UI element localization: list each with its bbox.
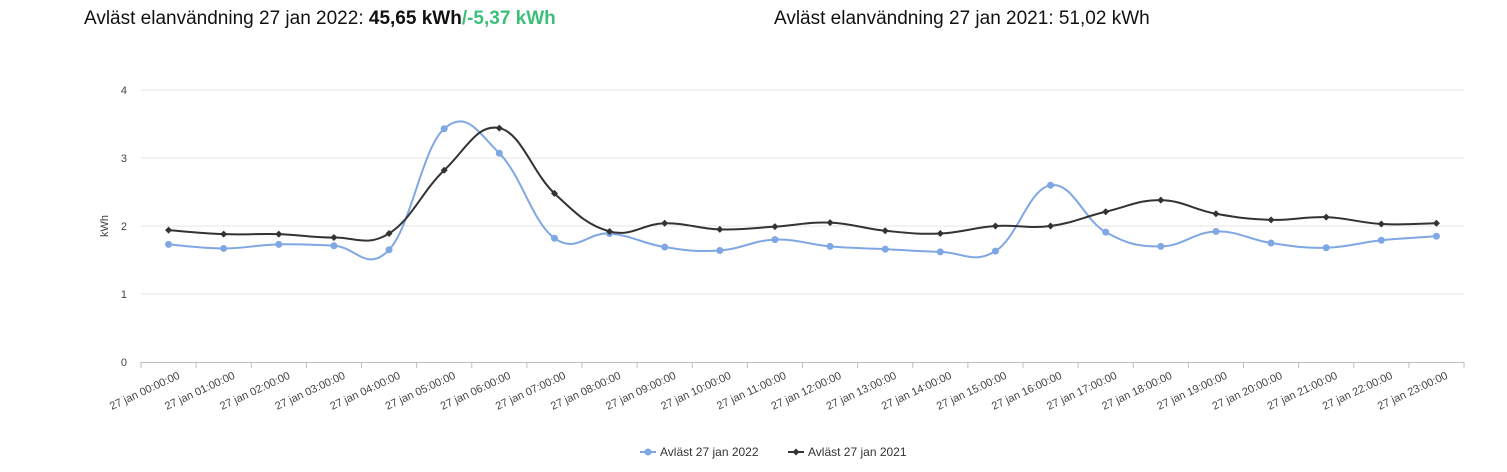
series-line [168,126,1437,242]
data-point [1322,244,1330,252]
data-point [1212,227,1220,235]
legend-item-2022[interactable]: Avläst 27 jan 2022 [640,445,759,459]
data-point [385,229,393,237]
data-point [661,243,669,251]
data-point [165,226,173,234]
data-point [936,229,944,237]
data-point [1377,236,1385,244]
data-point [1102,208,1110,216]
data-point [220,244,228,252]
data-point [440,166,448,174]
data-point [771,236,779,244]
summary-2022-diff: /-5,37 kWh [461,8,556,29]
series [165,120,1440,261]
y-tick-label: 4 [121,85,127,97]
data-point [991,247,999,255]
data-point [1212,210,1220,218]
data-point [716,225,724,233]
data-point [1432,232,1440,240]
data-point [716,246,724,254]
summary-2022: Avläst elanvändning 27 jan 2022: 45,65 k… [84,8,556,30]
data-point [1047,222,1055,230]
data-point [440,125,448,133]
header: Avläst elanvändning 27 jan 2022: 45,65 k… [84,8,1507,38]
data-point [881,245,889,253]
data-point [550,234,558,242]
data-point [1047,181,1055,189]
series-2022 [165,120,1440,261]
legend[interactable]: Avläst 27 jan 2022 Avläst 27 jan 2021 [640,445,907,459]
grid [141,89,1464,295]
data-point [1432,219,1440,227]
data-point [881,227,889,235]
data-point [220,230,228,238]
data-point [495,124,503,132]
series-line [168,120,1437,261]
data-point [275,240,283,248]
y-tick-label: 1 [121,289,127,301]
y-axis: 0 1 2 3 4 kWh [99,85,127,369]
y-axis-title: kWh [99,215,111,237]
legend-label: Avläst 27 jan 2022 [660,445,759,459]
data-point [495,149,503,157]
data-point [550,189,558,197]
summary-2022-value: 45,65 kWh [368,8,462,29]
y-tick-label: 2 [121,221,127,233]
legend-item-2021[interactable]: Avläst 27 jan 2021 [788,445,907,459]
data-point [661,219,669,227]
legend-marker-icon [644,448,652,456]
data-point [936,248,944,256]
data-point [385,246,393,254]
data-point [1157,196,1165,204]
legend-marker-icon [792,448,800,456]
legend-label: Avläst 27 jan 2021 [808,445,907,459]
data-point [826,219,834,227]
data-point [1102,228,1110,236]
summary-2021: Avläst elanvändning 27 jan 2021: 51,02 k… [774,8,1150,29]
summary-2022-prefix: Avläst elanvändning 27 jan 2022: [84,8,369,29]
data-point [275,230,283,238]
data-point [1377,220,1385,228]
data-point [1267,216,1275,224]
data-point [165,240,173,248]
data-point [826,242,834,250]
data-point [991,222,999,230]
data-point [1322,213,1330,221]
data-point [606,227,614,235]
data-point [1157,242,1165,250]
data-point [1267,239,1275,247]
data-point [330,242,338,250]
data-point [771,223,779,231]
y-tick-label: 3 [121,153,127,165]
series-2021 [165,124,1440,242]
data-point [330,234,338,242]
y-tick-label: 0 [121,357,127,369]
